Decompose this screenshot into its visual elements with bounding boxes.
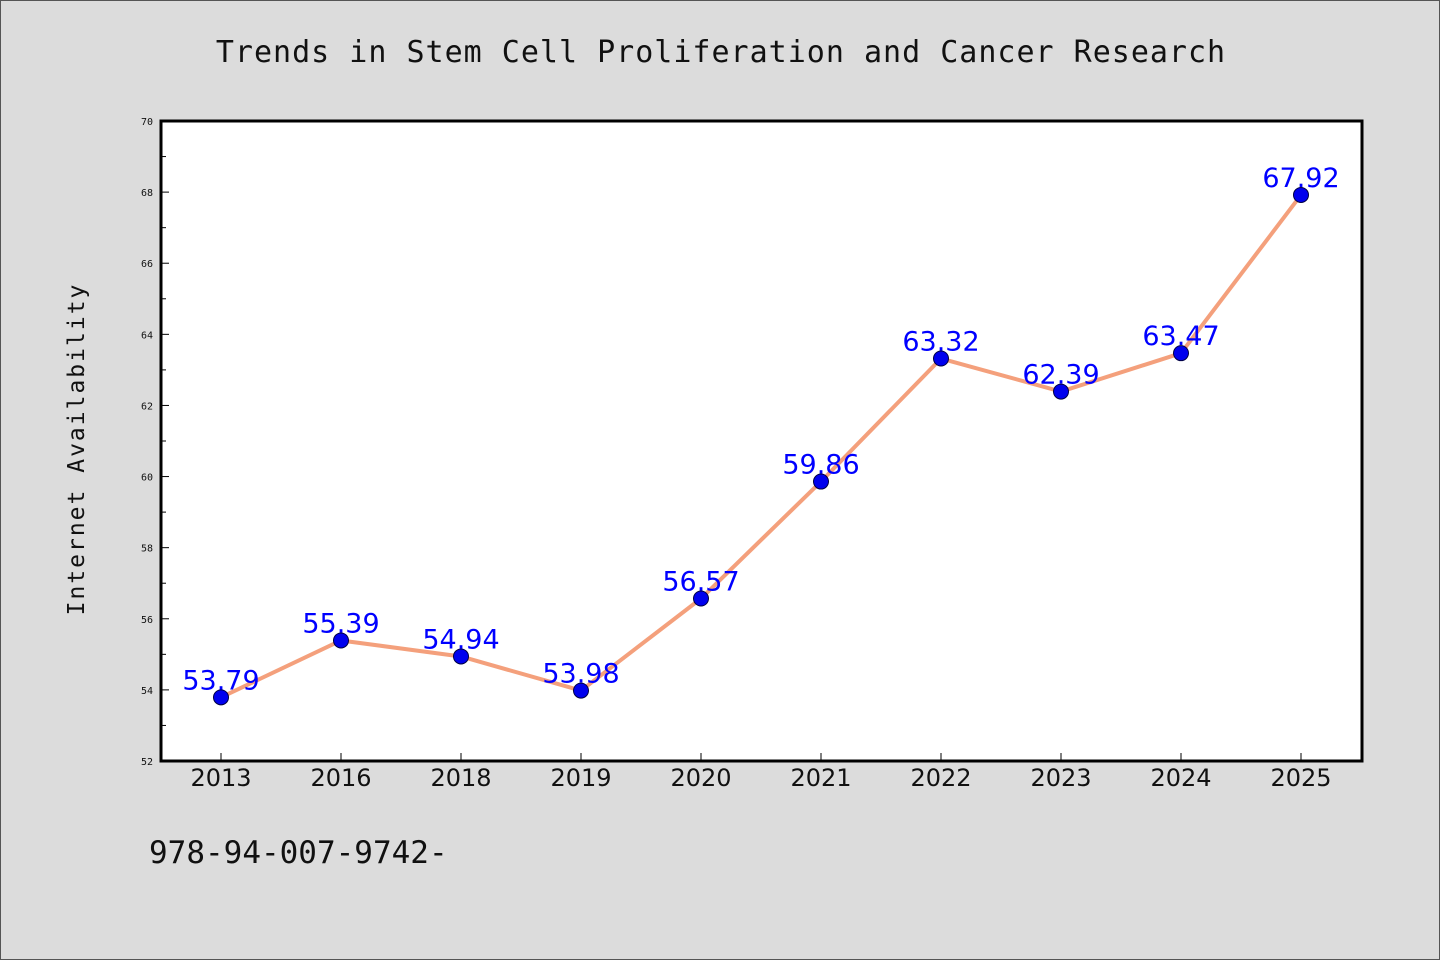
footer-code: 978-94-007-9742-	[149, 835, 448, 871]
y-tick-label: 58	[141, 544, 153, 555]
data-point	[333, 632, 349, 649]
data-point	[933, 350, 949, 367]
y-tick-label: 56	[141, 615, 153, 626]
data-label: 53.98	[542, 659, 619, 690]
x-tick-label: 2018	[430, 764, 491, 792]
data-label: 54.94	[422, 624, 499, 655]
data-point	[213, 689, 229, 706]
data-label: 62.39	[1022, 360, 1099, 391]
data-point	[573, 682, 589, 699]
y-tick-label: 66	[141, 259, 153, 270]
data-point	[1293, 186, 1309, 203]
x-tick-label: 2023	[1030, 764, 1091, 792]
data-label: 63.32	[902, 327, 979, 358]
y-tick-label: 54	[141, 686, 153, 697]
data-label: 67.92	[1262, 163, 1339, 194]
series-layer: 53.79 55.39 54.94 53.98 56.57 59.86 63.32 62.39…	[182, 163, 1340, 706]
data-point	[1053, 383, 1069, 400]
chart-title: Trends in Stem Cell Proliferation and Ca…	[215, 35, 1227, 70]
data-point	[813, 473, 829, 490]
x-axis: 2013 2016 2018 2019 2020 2021 2022 2023 2024 2025	[190, 753, 1332, 792]
x-tick-label: 2022	[910, 764, 971, 792]
plot-area	[159, 119, 1364, 763]
x-tick-label: 2020	[670, 764, 731, 792]
x-tick-label: 2025	[1270, 764, 1331, 792]
y-tick-label: 64	[141, 330, 153, 341]
data-point	[693, 590, 709, 607]
data-label: 55.39	[302, 608, 379, 639]
data-label: 56.57	[662, 567, 739, 598]
data-label: 59.86	[782, 450, 859, 481]
data-point	[1173, 345, 1189, 362]
data-label: 53.79	[182, 665, 259, 696]
x-tick-label: 2021	[790, 764, 851, 792]
y-tick-label: 70	[141, 117, 153, 128]
x-tick-label: 2024	[1150, 764, 1211, 792]
y-tick-label: 62	[141, 401, 153, 412]
y-axis: 52 54 56 58 60 62 64 66 68 70	[141, 117, 169, 768]
data-label: 63.47	[1142, 321, 1219, 352]
y-tick-label: 68	[141, 188, 153, 199]
x-tick-label: 2019	[550, 764, 611, 792]
x-tick-label: 2013	[190, 764, 251, 792]
x-tick-label: 2016	[310, 764, 371, 792]
y-tick-label: 52	[141, 757, 153, 768]
series-line	[220, 193, 1303, 700]
data-point	[453, 648, 469, 665]
y-tick-label: 60	[141, 473, 153, 484]
